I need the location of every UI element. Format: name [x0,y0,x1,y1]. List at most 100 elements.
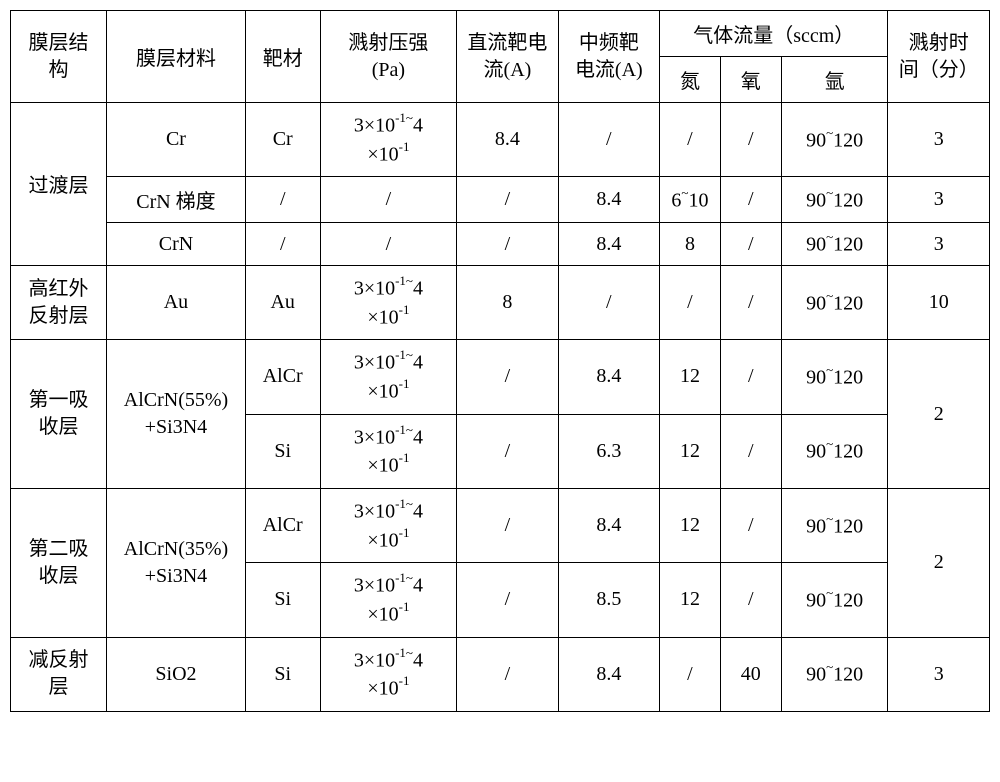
n-cell: / [660,637,721,711]
pressure-cell: / [320,223,457,266]
target-cell: AlCr [245,340,320,414]
header-oxygen: 氧 [720,57,781,103]
mf-cell: 6.3 [558,414,659,488]
header-target: 靶材 [245,11,320,103]
o-cell: / [720,103,781,177]
pressure-cell: 3×10-1~4×10-1 [320,488,457,562]
table-row: CrN 梯度 / / / 8.4 6~10 / 90~120 3 [11,177,990,223]
o-cell: / [720,414,781,488]
header-nitrogen: 氮 [660,57,721,103]
time-cell: 3 [888,103,990,177]
structure-cell: 减反射层 [11,637,107,711]
pressure-cell: 3×10-1~4×10-1 [320,265,457,339]
n-cell: 8 [660,223,721,266]
ar-cell: 90~120 [781,637,888,711]
target-cell: / [245,177,320,223]
time-cell: 3 [888,223,990,266]
header-pressure: 溅射压强(Pa) [320,11,457,103]
target-cell: Au [245,265,320,339]
ar-cell: 90~120 [781,563,888,637]
coating-parameters-table: 膜层结构 膜层材料 靶材 溅射压强(Pa) 直流靶电流(A) 中频靶电流(A) … [10,10,990,712]
mf-cell: 8.4 [558,637,659,711]
ar-cell: 90~120 [781,223,888,266]
dc-cell: / [457,563,558,637]
o-cell: / [720,563,781,637]
dc-cell: / [457,414,558,488]
ar-cell: 90~120 [781,488,888,562]
mf-cell: 8.4 [558,223,659,266]
o-cell: / [720,340,781,414]
o-cell: / [720,223,781,266]
table-row: 减反射层 SiO2 Si 3×10-1~4×10-1 / 8.4 / 40 90… [11,637,990,711]
n-cell: 12 [660,414,721,488]
target-cell: Si [245,563,320,637]
mf-cell: 8.4 [558,488,659,562]
structure-cell: 第一吸收层 [11,340,107,489]
n-cell: 12 [660,340,721,414]
n-cell: 12 [660,563,721,637]
ar-cell: 90~120 [781,414,888,488]
pressure-cell: 3×10-1~4×10-1 [320,340,457,414]
dc-cell: / [457,340,558,414]
structure-cell: 高红外反射层 [11,265,107,339]
dc-cell: / [457,177,558,223]
target-cell: Si [245,637,320,711]
header-argon: 氩 [781,57,888,103]
material-cell: CrN [107,223,246,266]
pressure-cell: 3×10-1~4×10-1 [320,637,457,711]
header-material: 膜层材料 [107,11,246,103]
table-row: 第二吸收层 AlCrN(35%)+Si3N4 AlCr 3×10-1~4×10-… [11,488,990,562]
mf-cell: 8.5 [558,563,659,637]
material-cell: CrN 梯度 [107,177,246,223]
header-mf-current: 中频靶电流(A) [558,11,659,103]
header-dc-current: 直流靶电流(A) [457,11,558,103]
ar-cell: 90~120 [781,177,888,223]
ar-cell: 90~120 [781,265,888,339]
dc-cell: 8.4 [457,103,558,177]
header-structure: 膜层结构 [11,11,107,103]
ar-cell: 90~120 [781,340,888,414]
material-cell: Au [107,265,246,339]
dc-cell: / [457,223,558,266]
o-cell: 40 [720,637,781,711]
mf-cell: 8.4 [558,177,659,223]
time-cell: 10 [888,265,990,339]
header-gas-flow: 气体流量（sccm） [660,11,888,57]
mf-cell: / [558,265,659,339]
material-cell: Cr [107,103,246,177]
n-cell: 6~10 [660,177,721,223]
time-cell: 3 [888,177,990,223]
material-cell: SiO2 [107,637,246,711]
mf-cell: / [558,103,659,177]
dc-cell: 8 [457,265,558,339]
pressure-cell: / [320,177,457,223]
dc-cell: / [457,488,558,562]
dc-cell: / [457,637,558,711]
mf-cell: 8.4 [558,340,659,414]
time-cell: 2 [888,488,990,637]
header-row-1: 膜层结构 膜层材料 靶材 溅射压强(Pa) 直流靶电流(A) 中频靶电流(A) … [11,11,990,57]
table-row: 高红外反射层 Au Au 3×10-1~4×10-1 8 / / / 90~12… [11,265,990,339]
pressure-cell: 3×10-1~4×10-1 [320,414,457,488]
o-cell: / [720,177,781,223]
ar-cell: 90~120 [781,103,888,177]
n-cell: 12 [660,488,721,562]
target-cell: / [245,223,320,266]
time-cell: 3 [888,637,990,711]
structure-cell: 过渡层 [11,103,107,266]
target-cell: Si [245,414,320,488]
o-cell: / [720,488,781,562]
table-row: 第一吸收层 AlCrN(55%)+Si3N4 AlCr 3×10-1~4×10-… [11,340,990,414]
structure-cell: 第二吸收层 [11,488,107,637]
pressure-cell: 3×10-1~4×10-1 [320,563,457,637]
o-cell: / [720,265,781,339]
material-cell: AlCrN(35%)+Si3N4 [107,488,246,637]
n-cell: / [660,265,721,339]
n-cell: / [660,103,721,177]
target-cell: AlCr [245,488,320,562]
material-cell: AlCrN(55%)+Si3N4 [107,340,246,489]
header-time: 溅射时间（分） [888,11,990,103]
table-row: 过渡层 Cr Cr 3×10-1~4×10-1 8.4 / / / 90~120… [11,103,990,177]
pressure-cell: 3×10-1~4×10-1 [320,103,457,177]
table-row: CrN / / / 8.4 8 / 90~120 3 [11,223,990,266]
